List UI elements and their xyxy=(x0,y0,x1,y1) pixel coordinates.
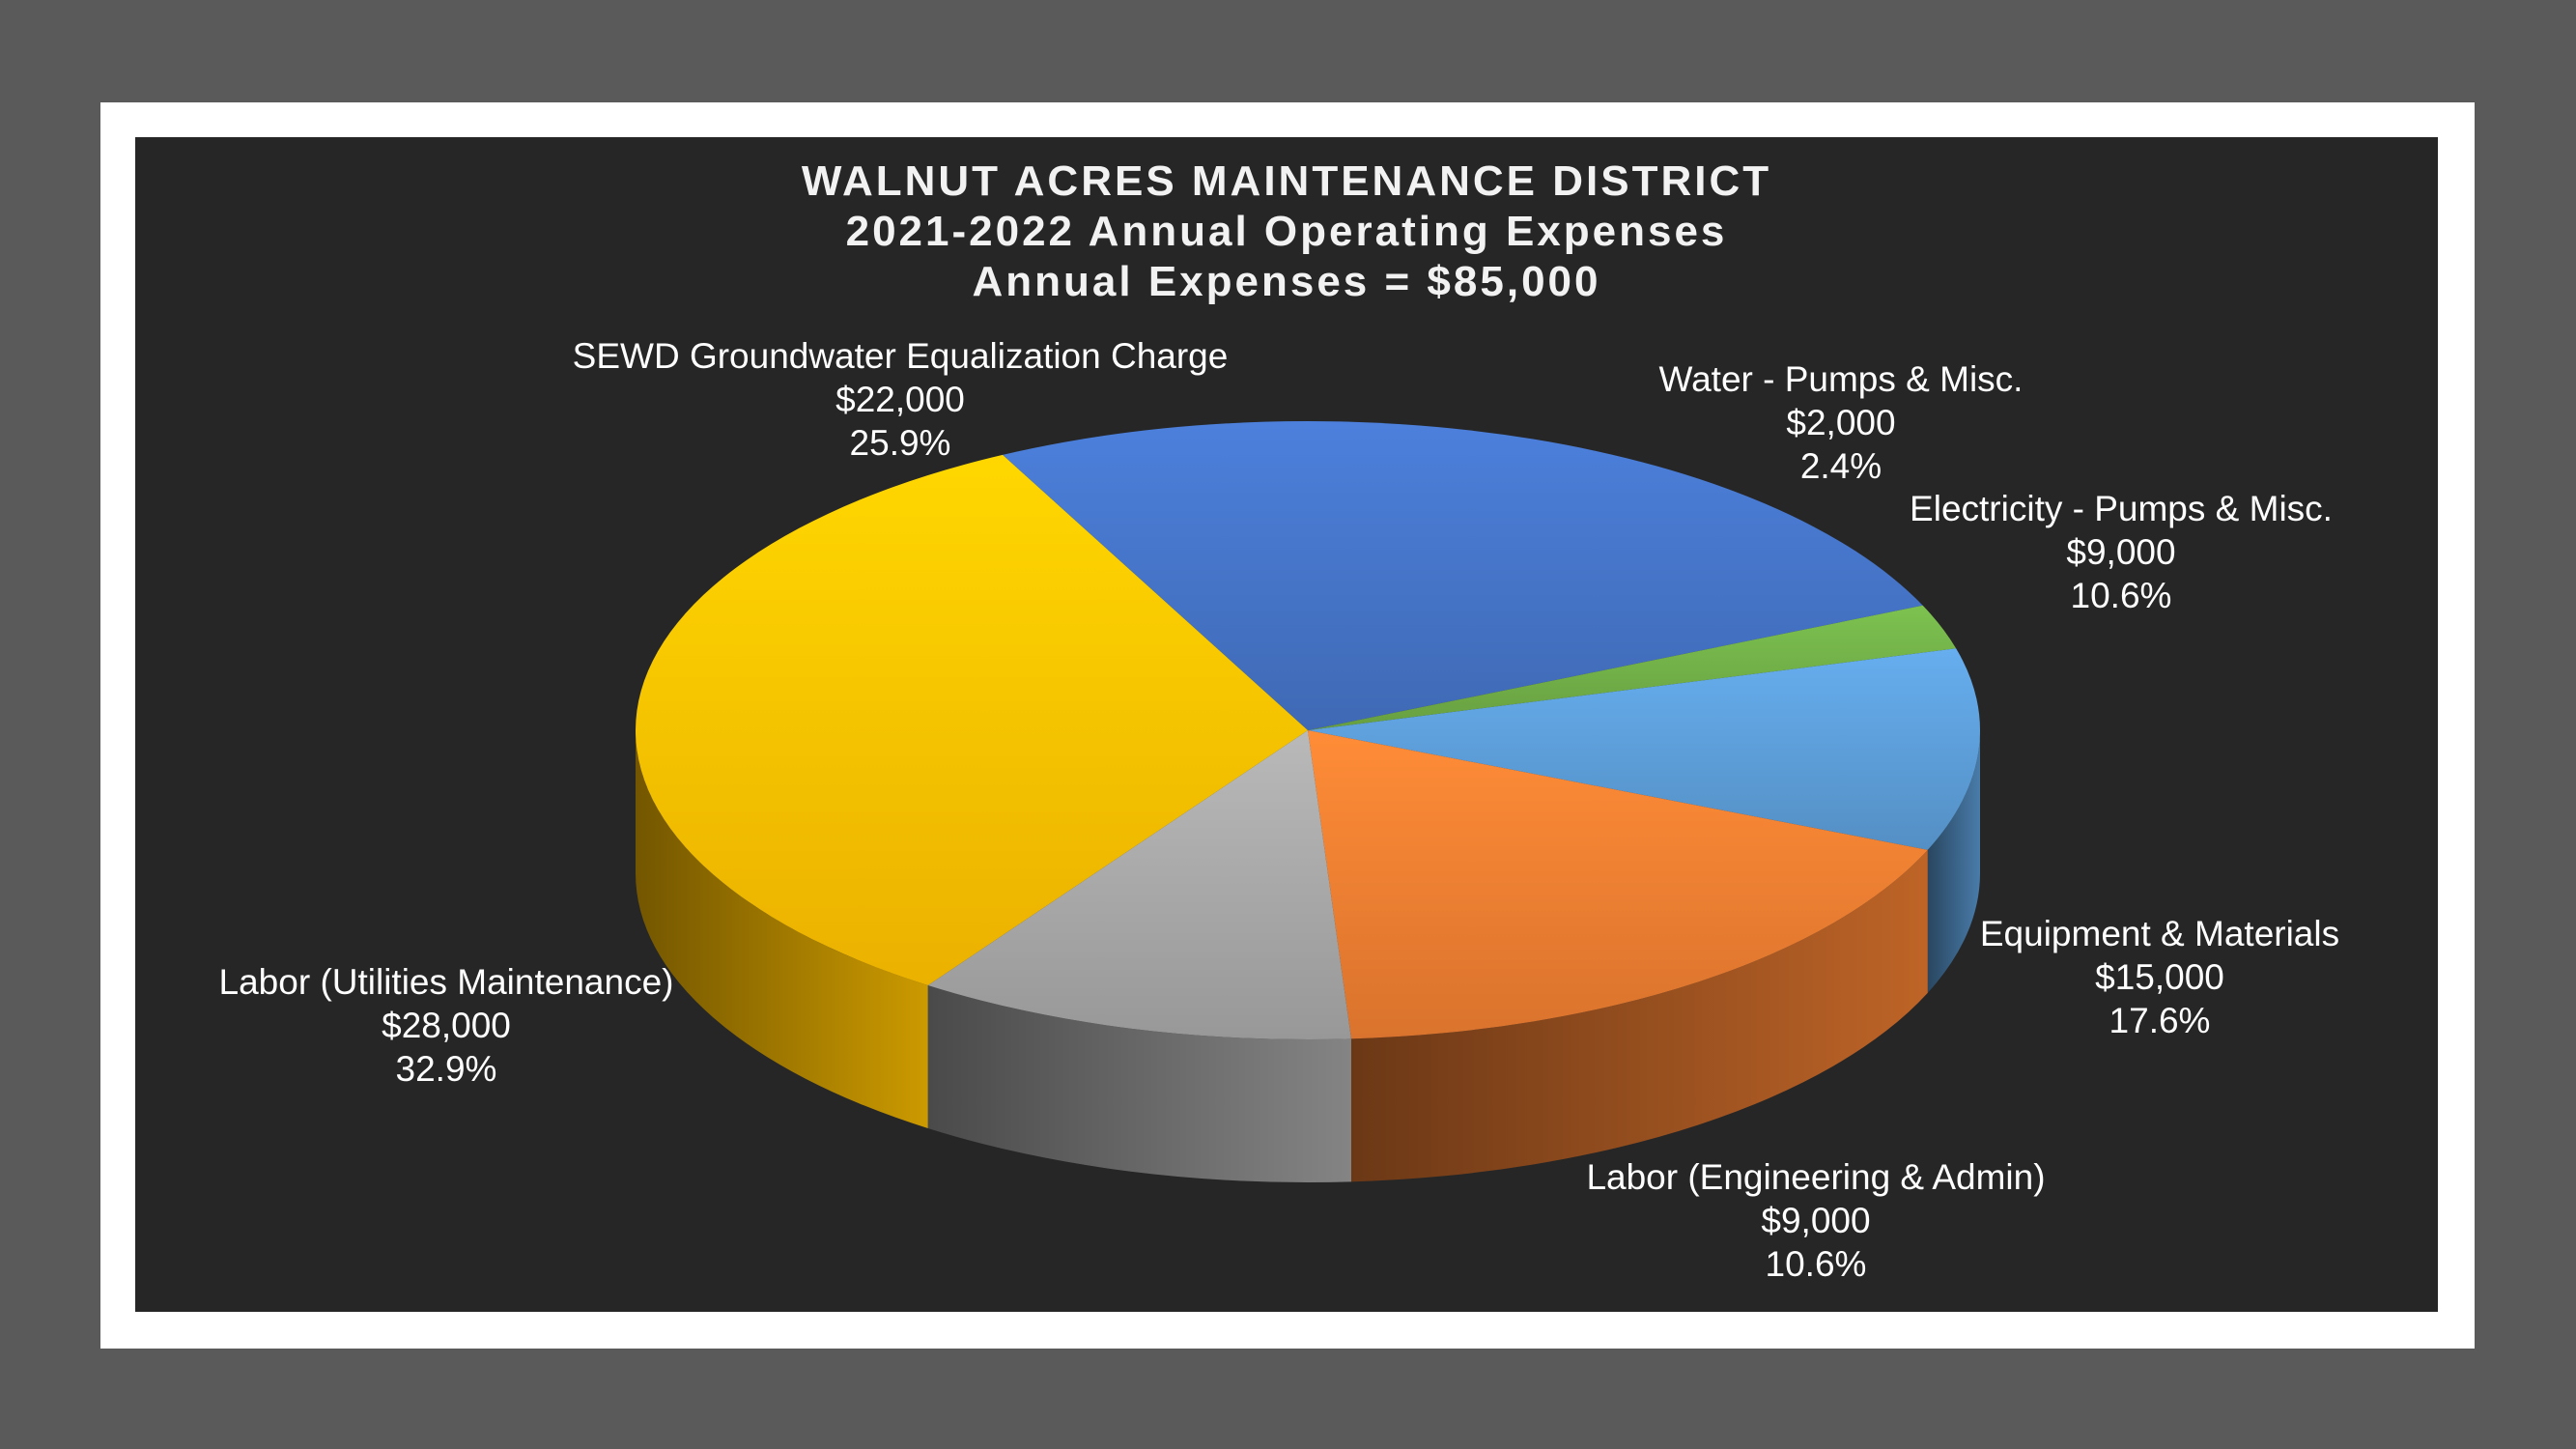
chart-total: Annual Expenses = $85,000 xyxy=(972,258,1601,305)
pie-side-4 xyxy=(927,984,1351,1183)
label-value: $22,000 xyxy=(835,380,965,419)
pie-slice-5 xyxy=(636,454,1308,985)
chart-subtitle: 2021-2022 Annual Operating Expenses xyxy=(845,208,1728,255)
label-labor-engineering: Labor (Engineering & Admin) $9,000 10.6% xyxy=(1586,1155,2045,1286)
label-percent: 17.6% xyxy=(2109,1001,2211,1040)
label-value: $9,000 xyxy=(1761,1201,1871,1240)
label-labor-utilities: Labor (Utilities Maintenance) $28,000 32… xyxy=(219,960,674,1091)
pie-side-3 xyxy=(1350,849,1928,1182)
pie-slice-4 xyxy=(927,730,1351,1039)
label-value: $2,000 xyxy=(1786,403,1896,442)
label-percent: 2.4% xyxy=(1799,446,1882,486)
label-percent: 10.6% xyxy=(1765,1244,1867,1284)
label-percent: 10.6% xyxy=(2070,576,2172,615)
label-equipment: Equipment & Materials $15,000 17.6% xyxy=(1980,912,2339,1042)
pie-side-5 xyxy=(636,730,928,1128)
label-value: $28,000 xyxy=(382,1006,511,1045)
chart-panel: WALNUT ACRES MAINTENANCE DISTRICT 2021-2… xyxy=(135,137,2438,1312)
label-sewd: SEWD Groundwater Equalization Charge $22… xyxy=(573,334,1229,465)
label-name: Equipment & Materials xyxy=(1979,914,2340,953)
pie-slice-1 xyxy=(1308,605,1957,730)
label-percent: 25.9% xyxy=(849,423,951,463)
label-value: $9,000 xyxy=(2066,532,2176,572)
pie-slice-3 xyxy=(1308,730,1928,1039)
label-electricity: Electricity - Pumps & Misc. $9,000 10.6% xyxy=(1910,487,2333,617)
label-name: Water - Pumps & Misc. xyxy=(1658,359,2024,399)
label-value: $15,000 xyxy=(2095,957,2224,997)
label-name: SEWD Groundwater Equalization Charge xyxy=(572,336,1229,376)
pie-chart xyxy=(636,421,1980,1183)
pie-slice-2 xyxy=(1308,648,1980,850)
label-percent: 32.9% xyxy=(395,1049,497,1089)
label-name: Labor (Utilities Maintenance) xyxy=(218,962,674,1002)
pie-side-2 xyxy=(1927,730,1980,993)
label-name: Labor (Engineering & Admin) xyxy=(1586,1157,2046,1197)
chart-frame: WALNUT ACRES MAINTENANCE DISTRICT 2021-2… xyxy=(100,102,2475,1349)
pie-slice-0 xyxy=(1003,421,1923,730)
chart-title: WALNUT ACRES MAINTENANCE DISTRICT xyxy=(801,157,1772,205)
label-name: Electricity - Pumps & Misc. xyxy=(1910,489,2333,528)
label-water: Water - Pumps & Misc. $2,000 2.4% xyxy=(1659,357,2024,488)
